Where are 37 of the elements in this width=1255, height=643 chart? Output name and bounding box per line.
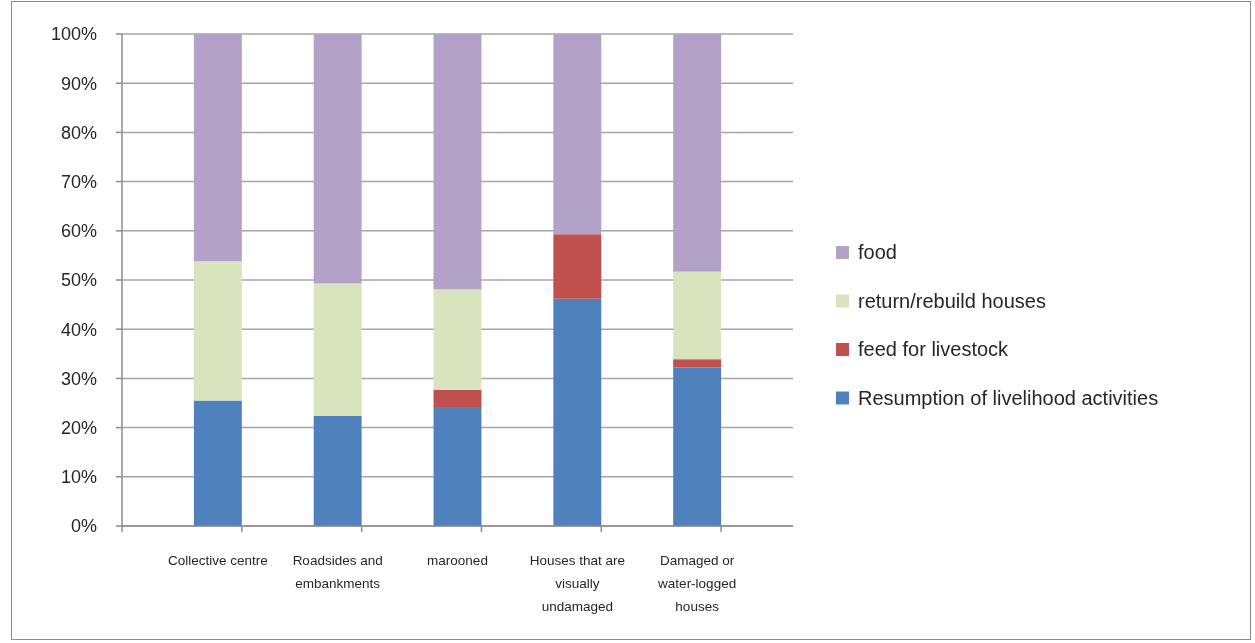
y-tick-label: 40% <box>60 319 97 340</box>
y-tick-label: 20% <box>60 417 97 438</box>
bar <box>673 271 722 360</box>
bar <box>433 289 482 390</box>
bar <box>553 234 602 299</box>
y-tick-label: 50% <box>60 270 97 291</box>
legend-label: feed for livestock <box>858 338 1010 360</box>
legend-label: return/rebuild houses <box>858 289 1046 312</box>
bar <box>553 34 602 235</box>
bar <box>193 34 242 262</box>
bar <box>313 34 362 284</box>
y-tick-label: 90% <box>60 73 97 94</box>
y-tick-label: 0% <box>70 516 97 537</box>
bar <box>313 415 362 526</box>
bar <box>673 34 722 272</box>
bar <box>193 261 242 401</box>
legend-label: Resumption of livelihood activities <box>858 386 1159 409</box>
bar <box>433 389 482 408</box>
y-tick-label: 60% <box>60 221 97 242</box>
y-tick-label: 80% <box>60 122 97 143</box>
y-tick-label: 30% <box>60 368 97 389</box>
x-tick-label: Houses that are visually undamaged <box>529 553 625 614</box>
bar <box>673 359 722 368</box>
bar <box>313 283 362 416</box>
y-tick-label: 10% <box>60 467 97 488</box>
x-tick-label: marooned <box>427 553 488 568</box>
bar <box>433 407 482 526</box>
bar <box>673 367 722 526</box>
x-tick-label: Damaged or water-logged houses <box>657 553 737 614</box>
legend-label: food <box>858 241 897 263</box>
bar <box>433 34 482 290</box>
x-tick-label: Collective centre <box>167 553 268 568</box>
y-tick-label: 70% <box>60 171 97 192</box>
bar <box>553 298 602 526</box>
y-tick-label: 100% <box>50 24 97 45</box>
bar <box>193 400 242 526</box>
x-tick-label: Roadsides and embankments <box>292 553 383 591</box>
